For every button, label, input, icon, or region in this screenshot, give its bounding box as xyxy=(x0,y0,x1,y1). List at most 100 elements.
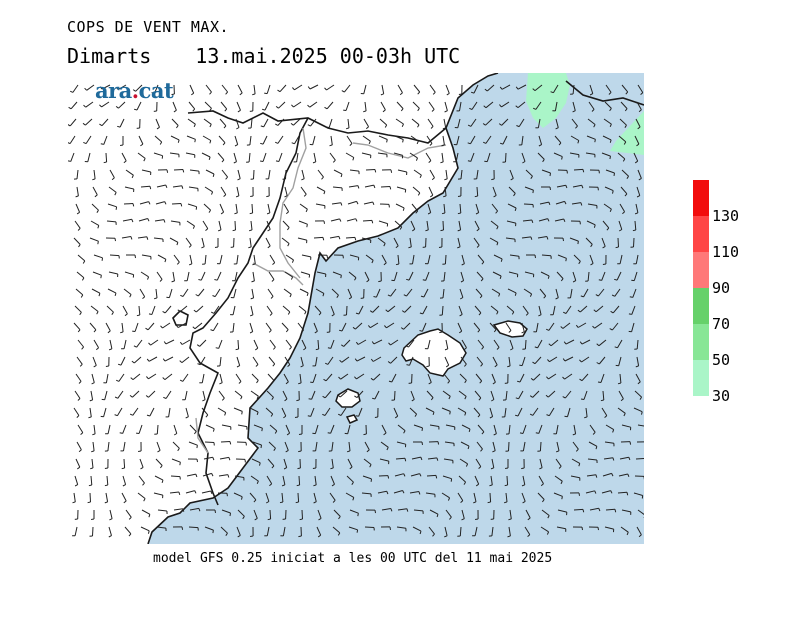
wind-barb xyxy=(460,169,463,179)
wind-barb xyxy=(517,101,526,108)
wind-barb-feather xyxy=(306,224,308,228)
wind-barb xyxy=(249,322,254,332)
wind-barb xyxy=(425,271,430,281)
wind-barb-feather xyxy=(481,431,485,435)
wind-barb xyxy=(427,457,437,460)
wind-barb xyxy=(218,220,222,230)
wind-barb xyxy=(76,169,79,179)
wind-barb xyxy=(218,474,228,477)
wind-barb-feather xyxy=(532,361,536,365)
wind-barb-feather xyxy=(176,125,179,129)
wind-barb-feather xyxy=(444,535,448,538)
wind-barb-feather xyxy=(255,364,259,367)
wind-barb-feather xyxy=(624,193,628,197)
wind-barb-feather xyxy=(374,510,376,514)
wind-barb-feather xyxy=(402,139,404,143)
wind-barb-feather xyxy=(489,416,493,419)
wind-barb xyxy=(444,441,454,444)
wind-barb xyxy=(601,490,611,494)
wind-barb xyxy=(601,271,606,281)
wind-barb xyxy=(586,474,596,477)
wind-barb xyxy=(74,305,82,313)
wind-barb-feather xyxy=(516,125,520,128)
forecast-day: Dimarts xyxy=(67,44,152,68)
wind-barb xyxy=(312,135,316,145)
wind-barb-feather xyxy=(467,445,470,450)
wind-barb xyxy=(617,152,626,160)
wind-barb xyxy=(347,288,353,298)
wind-barb xyxy=(263,118,269,128)
wind-barb-feather xyxy=(237,534,241,538)
wind-barb xyxy=(509,254,519,257)
wind-barb xyxy=(340,407,347,416)
wind-barb-feather xyxy=(365,126,369,130)
wind-barb-feather xyxy=(285,449,289,453)
wind-barb-feather xyxy=(629,296,633,298)
wind-barb-feather xyxy=(635,365,639,368)
wind-barb xyxy=(283,373,289,383)
wind-barb xyxy=(317,339,320,350)
wind-barb-feather xyxy=(606,227,610,231)
wind-barb xyxy=(220,526,228,534)
wind-barb xyxy=(171,458,181,463)
wind-barb-feather xyxy=(171,93,175,96)
wind-barb xyxy=(140,526,150,532)
wind-barb-feather xyxy=(237,178,241,181)
wind-barb xyxy=(620,526,629,533)
wind-barb-feather xyxy=(612,457,615,461)
wind-barb xyxy=(138,475,145,484)
wind-barb-feather xyxy=(120,144,124,146)
wind-barb-feather xyxy=(147,218,150,222)
wind-barb xyxy=(374,390,380,400)
wind-barb-feather xyxy=(274,141,279,144)
wind-barb-feather xyxy=(459,297,464,300)
wind-barb-feather xyxy=(534,346,538,349)
wind-barb-feather xyxy=(165,184,168,188)
wind-barb xyxy=(570,475,580,479)
wind-barb-feather xyxy=(121,467,125,470)
wind-barb-feather xyxy=(182,169,185,173)
wind-barb-feather xyxy=(210,311,215,314)
wind-barb-feather xyxy=(370,358,374,362)
wind-barb xyxy=(234,271,238,281)
aragon-border xyxy=(189,117,309,506)
wind-barb xyxy=(525,509,531,519)
wind-barb xyxy=(74,390,81,399)
wind-barb-feather xyxy=(91,518,95,520)
wind-barb-feather xyxy=(446,92,450,96)
wind-barb-feather xyxy=(549,172,551,177)
wind-barb xyxy=(587,458,597,461)
wind-barb xyxy=(136,339,143,348)
wind-barb xyxy=(393,237,399,247)
wind-barb-feather xyxy=(577,140,580,144)
wind-barb xyxy=(603,457,613,460)
wind-barb-feather xyxy=(136,314,140,317)
wind-barb-feather xyxy=(242,516,245,520)
wind-barb-feather xyxy=(149,186,152,190)
wind-barb xyxy=(473,322,481,331)
wind-barb xyxy=(476,441,483,450)
wind-barb-feather xyxy=(235,348,239,351)
wind-barb xyxy=(250,220,253,230)
wind-barb xyxy=(91,458,94,468)
wind-barb-feather xyxy=(421,441,423,445)
wind-barb-feather xyxy=(515,105,519,108)
wind-barb-feather xyxy=(493,433,497,436)
wind-barb xyxy=(602,390,605,401)
wind-barb-feather xyxy=(114,292,117,297)
wind-barb-feather xyxy=(562,358,566,362)
wind-barb xyxy=(535,101,542,110)
wind-barb-feather xyxy=(188,244,192,248)
wind-barb-feather xyxy=(613,172,615,176)
wind-barb xyxy=(442,390,451,397)
wind-barb xyxy=(361,492,372,495)
wind-barb xyxy=(377,237,386,244)
wind-barb xyxy=(264,101,270,111)
wind-barb-feather xyxy=(402,490,405,494)
wind-barb-feather xyxy=(624,108,628,112)
wind-barb xyxy=(331,288,339,296)
wind-barb-feather xyxy=(389,186,392,190)
wind-barb-feather xyxy=(499,104,502,108)
wind-barb xyxy=(182,288,189,297)
wind-barb xyxy=(458,390,467,397)
